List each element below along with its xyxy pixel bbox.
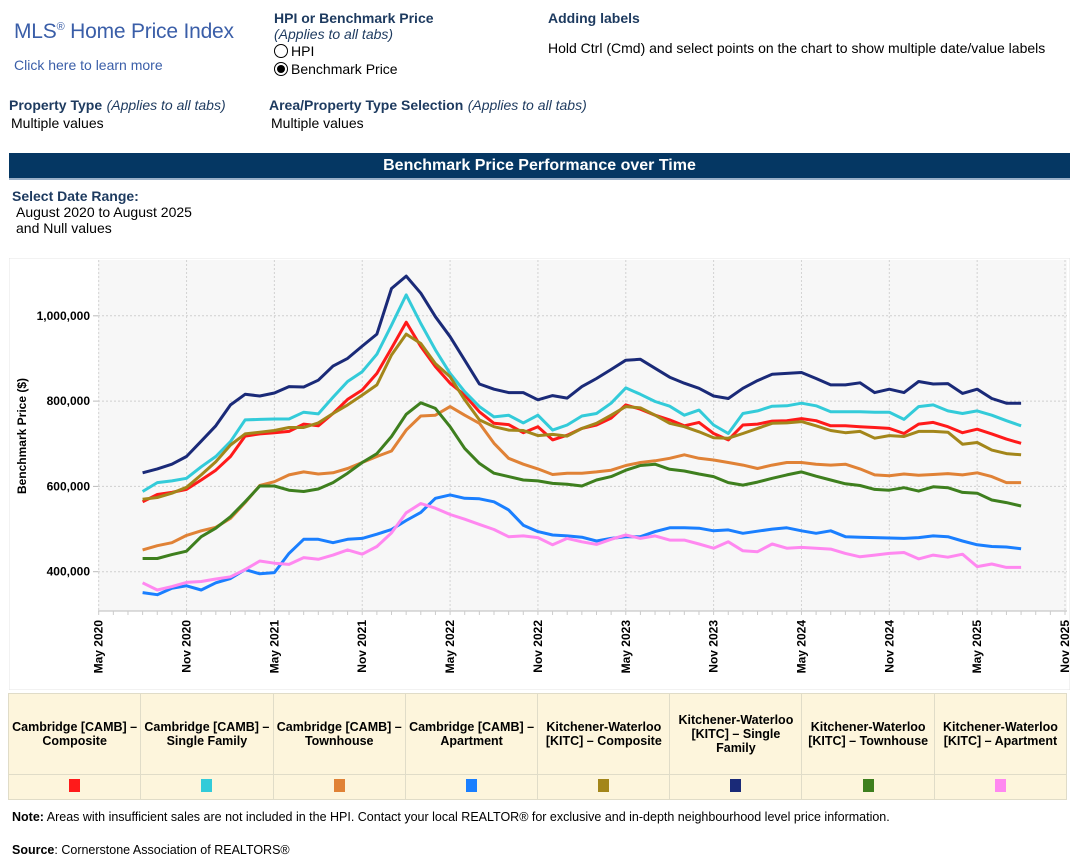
x-tick-label: Nov 2023 [707,620,721,673]
hpi-toggle: HPI or Benchmark Price (Applies to all t… [274,10,434,78]
legend: Cambridge [CAMB] – CompositeCambridge [C… [8,693,1067,800]
area-selection-note: (Applies to all tabs) [468,97,587,113]
date-range-value-2[interactable]: and Null values [16,220,192,236]
date-range-filter[interactable]: Select Date Range: August 2020 to August… [12,188,192,236]
area-selection-filter[interactable]: Area/Property Type Selection (Applies to… [269,97,587,131]
legend-swatch-cell[interactable] [670,775,802,800]
x-tick-label: Nov 2021 [355,620,369,673]
legend-label[interactable]: Cambridge [CAMB] – Single Family [141,694,273,775]
legend-swatch-cell[interactable] [141,775,273,800]
radio-benchmark-price[interactable]: Benchmark Price [274,60,434,78]
legend-label[interactable]: Cambridge [CAMB] – Townhouse [273,694,405,775]
legend-swatch-cell[interactable] [405,775,537,800]
legend-swatch[interactable] [466,779,477,792]
x-tick-label: Nov 2022 [531,620,545,673]
x-tick-label: Nov 2025 [1058,620,1070,673]
area-selection-value[interactable]: Multiple values [271,115,587,131]
legend-swatch[interactable] [201,779,212,792]
hpi-toggle-title: HPI or Benchmark Price [274,10,434,26]
radio-label: Benchmark Price [291,61,398,77]
x-tick-label: May 2023 [619,620,633,674]
y-tick-label: 1,000,000 [37,309,91,323]
legend-label[interactable]: Kitchener-Waterloo [KITC] – Apartment [934,694,1066,775]
x-tick-label: May 2022 [443,620,457,674]
line-chart[interactable]: 400,000 600,000 800,000 1,000,000 May 2020 N… [9,258,1070,690]
logo-text: MLS [14,20,57,43]
legend-swatch[interactable] [334,779,345,792]
legend-label[interactable]: Kitchener-Waterloo [KITC] – Townhouse [802,694,934,775]
source-text: : Cornerstone Association of REALTORS® [54,843,289,857]
note-text: Areas with insufficient sales are not in… [44,810,890,824]
x-tick-label: May 2021 [267,620,281,674]
legend-swatch-cell[interactable] [934,775,1066,800]
hpi-toggle-subtitle: (Applies to all tabs) [274,26,434,42]
date-range-label: Select Date Range: [12,188,192,204]
legend-label[interactable]: Cambridge [CAMB] – Composite [9,694,141,775]
y-tick-label: 800,000 [47,394,91,408]
x-tick-label: Nov 2020 [180,620,194,673]
property-type-value[interactable]: Multiple values [11,115,226,131]
legend-swatch[interactable] [598,779,609,792]
legend-swatch[interactable] [863,779,874,792]
x-tick-label: May 2024 [794,620,808,674]
source-label: Source [12,843,54,857]
learn-more-link[interactable]: Click here to learn more [14,57,163,73]
legend-swatch[interactable] [69,779,80,792]
mls-hpi-logo[interactable]: MLS® Home Price Index [14,20,234,44]
legend-swatch-cell[interactable] [538,775,670,800]
note-label: Note: [12,810,44,824]
radio-label: HPI [291,43,314,59]
radio-hpi[interactable]: HPI [274,42,434,60]
legend-swatch-cell[interactable] [802,775,934,800]
legend-swatch-cell[interactable] [273,775,405,800]
source: Source: Cornerstone Association of REALT… [12,843,290,857]
property-type-label: Property Type [9,97,102,113]
adding-labels-text: Hold Ctrl (Cmd) and select points on the… [548,40,1045,56]
y-tick-label: 400,000 [47,565,91,579]
y-axis-label: Benchmark Price ($) [15,378,29,494]
legend-swatch-cell[interactable] [9,775,141,800]
radio-button-selected-icon[interactable] [274,62,288,76]
date-range-value-1[interactable]: August 2020 to August 2025 [16,204,192,220]
chart-banner-title: Benchmark Price Performance over Time [9,153,1070,180]
legend-label[interactable]: Kitchener-Waterloo [KITC] – Composite [538,694,670,775]
area-selection-label: Area/Property Type Selection [269,97,463,113]
chart-panel[interactable]: 400,000 600,000 800,000 1,000,000 May 2020 N… [9,258,1070,690]
property-type-note: (Applies to all tabs) [107,97,226,113]
logo-reg: ® [57,21,65,33]
x-tick-label: May 2020 [92,620,106,674]
property-type-filter[interactable]: Property Type (Applies to all tabs) Mult… [9,97,226,131]
note: Note: Areas with insufficient sales are … [12,810,890,824]
logo-text-rest: Home Price Index [65,20,234,43]
legend-label[interactable]: Cambridge [CAMB] – Apartment [405,694,537,775]
adding-labels-title: Adding labels [548,10,640,26]
x-tick-label: Nov 2024 [882,620,896,673]
x-tick-label: May 2025 [970,620,984,674]
radio-button-icon[interactable] [274,44,288,58]
y-tick-label: 600,000 [47,479,91,493]
legend-swatch[interactable] [730,779,741,792]
legend-swatch[interactable] [995,779,1006,792]
legend-label[interactable]: Kitchener-Waterloo [KITC] – Single Famil… [670,694,802,775]
